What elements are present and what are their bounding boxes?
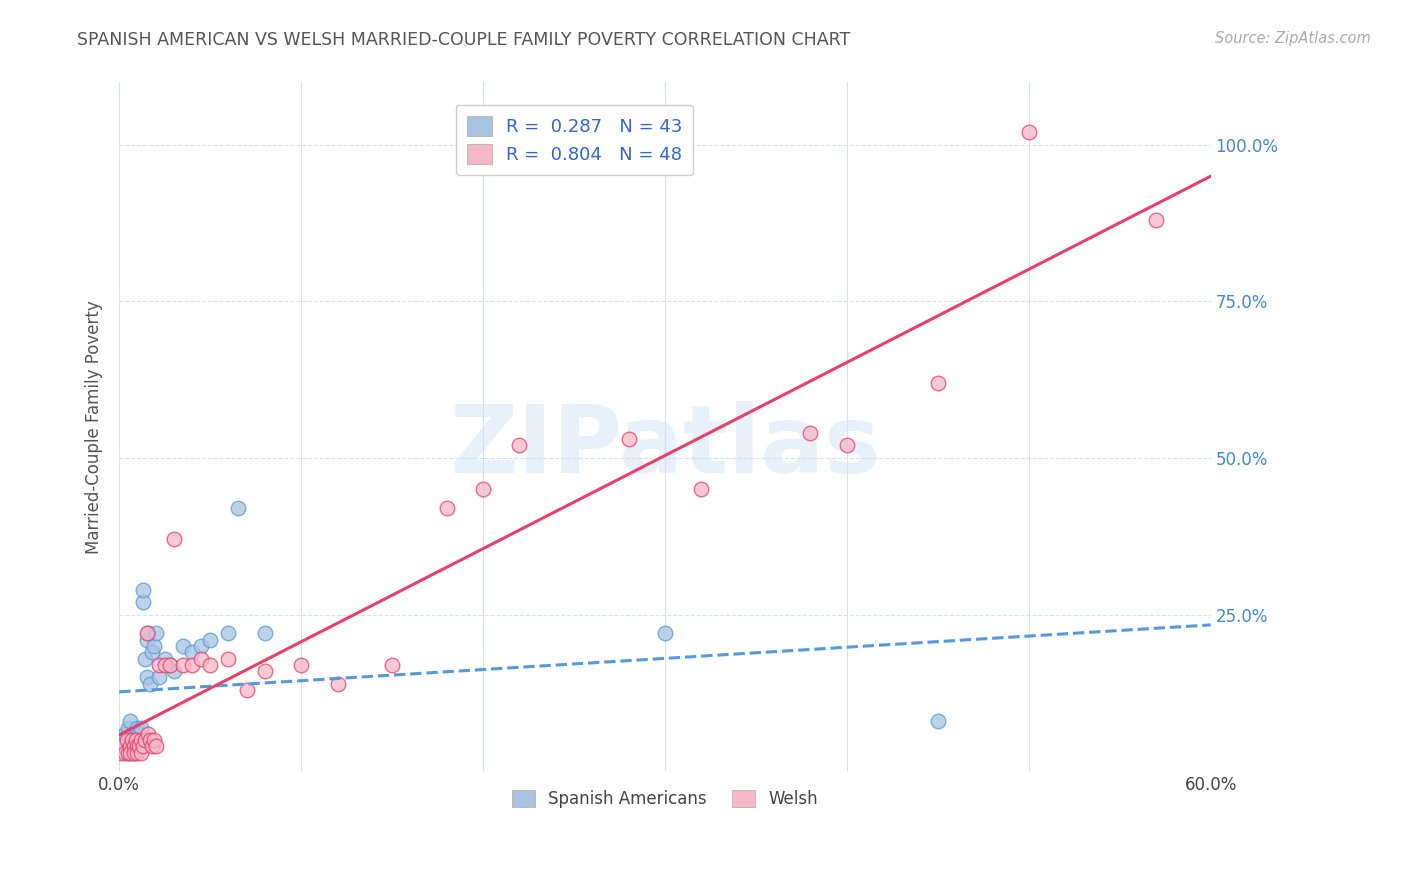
Point bbox=[200, 657, 222, 672]
Point bbox=[172, 657, 194, 672]
Point bbox=[835, 438, 858, 452]
Point bbox=[134, 651, 156, 665]
Point bbox=[122, 746, 145, 760]
Point bbox=[381, 657, 404, 672]
Point bbox=[142, 639, 165, 653]
Point bbox=[110, 733, 132, 747]
Point bbox=[122, 733, 145, 747]
Point bbox=[132, 739, 155, 754]
Point bbox=[117, 746, 139, 760]
Point bbox=[121, 727, 143, 741]
Point bbox=[190, 639, 212, 653]
Point bbox=[148, 657, 170, 672]
Point bbox=[129, 733, 152, 747]
Point bbox=[120, 733, 142, 747]
Text: Source: ZipAtlas.com: Source: ZipAtlas.com bbox=[1215, 31, 1371, 46]
Point bbox=[111, 739, 134, 754]
Point bbox=[139, 676, 162, 690]
Text: SPANISH AMERICAN VS WELSH MARRIED-COUPLE FAMILY POVERTY CORRELATION CHART: SPANISH AMERICAN VS WELSH MARRIED-COUPLE… bbox=[77, 31, 851, 49]
Point bbox=[122, 739, 145, 754]
Point bbox=[927, 714, 949, 729]
Point bbox=[326, 676, 349, 690]
Point bbox=[163, 664, 186, 678]
Point bbox=[217, 626, 239, 640]
Point bbox=[1144, 212, 1167, 227]
Point bbox=[617, 432, 640, 446]
Point bbox=[132, 582, 155, 597]
Point bbox=[128, 739, 150, 754]
Point bbox=[129, 733, 152, 747]
Point bbox=[129, 721, 152, 735]
Point bbox=[436, 501, 458, 516]
Point bbox=[135, 626, 157, 640]
Point bbox=[111, 739, 134, 754]
Point bbox=[253, 664, 276, 678]
Point bbox=[117, 746, 139, 760]
Point bbox=[132, 595, 155, 609]
Point bbox=[172, 639, 194, 653]
Point bbox=[128, 739, 150, 754]
Point bbox=[153, 651, 176, 665]
Point bbox=[799, 425, 821, 440]
Point bbox=[135, 670, 157, 684]
Point bbox=[139, 733, 162, 747]
Point bbox=[142, 733, 165, 747]
Point bbox=[145, 626, 167, 640]
Point bbox=[128, 727, 150, 741]
Point bbox=[927, 376, 949, 390]
Point bbox=[114, 727, 136, 741]
Point bbox=[145, 739, 167, 754]
Point bbox=[654, 626, 676, 640]
Point bbox=[508, 438, 530, 452]
Point bbox=[117, 721, 139, 735]
Point bbox=[127, 733, 149, 747]
Point bbox=[1018, 125, 1040, 139]
Point bbox=[115, 733, 138, 747]
Point bbox=[124, 733, 146, 747]
Point bbox=[127, 746, 149, 760]
Point bbox=[153, 657, 176, 672]
Point bbox=[121, 739, 143, 754]
Point bbox=[235, 682, 257, 697]
Point bbox=[115, 739, 138, 754]
Point bbox=[120, 746, 142, 760]
Point bbox=[129, 746, 152, 760]
Point bbox=[138, 626, 160, 640]
Point bbox=[114, 746, 136, 760]
Point bbox=[122, 746, 145, 760]
Point bbox=[190, 651, 212, 665]
Point bbox=[148, 670, 170, 684]
Point bbox=[690, 483, 713, 497]
Point bbox=[120, 714, 142, 729]
Y-axis label: Married-Couple Family Poverty: Married-Couple Family Poverty bbox=[86, 300, 103, 554]
Point bbox=[127, 721, 149, 735]
Point bbox=[124, 727, 146, 741]
Point bbox=[141, 645, 163, 659]
Point bbox=[127, 739, 149, 754]
Point bbox=[290, 657, 312, 672]
Point bbox=[110, 746, 132, 760]
Point bbox=[135, 632, 157, 647]
Point bbox=[121, 733, 143, 747]
Point bbox=[472, 483, 495, 497]
Point bbox=[181, 645, 204, 659]
Point bbox=[124, 739, 146, 754]
Point bbox=[134, 733, 156, 747]
Point bbox=[217, 651, 239, 665]
Legend: Spanish Americans, Welsh: Spanish Americans, Welsh bbox=[505, 783, 825, 814]
Point bbox=[163, 533, 186, 547]
Point bbox=[141, 739, 163, 754]
Text: ZIPatlas: ZIPatlas bbox=[450, 401, 880, 493]
Point bbox=[138, 727, 160, 741]
Point bbox=[200, 632, 222, 647]
Point bbox=[226, 501, 249, 516]
Point bbox=[159, 657, 181, 672]
Point bbox=[120, 739, 142, 754]
Point bbox=[253, 626, 276, 640]
Point bbox=[181, 657, 204, 672]
Point bbox=[159, 657, 181, 672]
